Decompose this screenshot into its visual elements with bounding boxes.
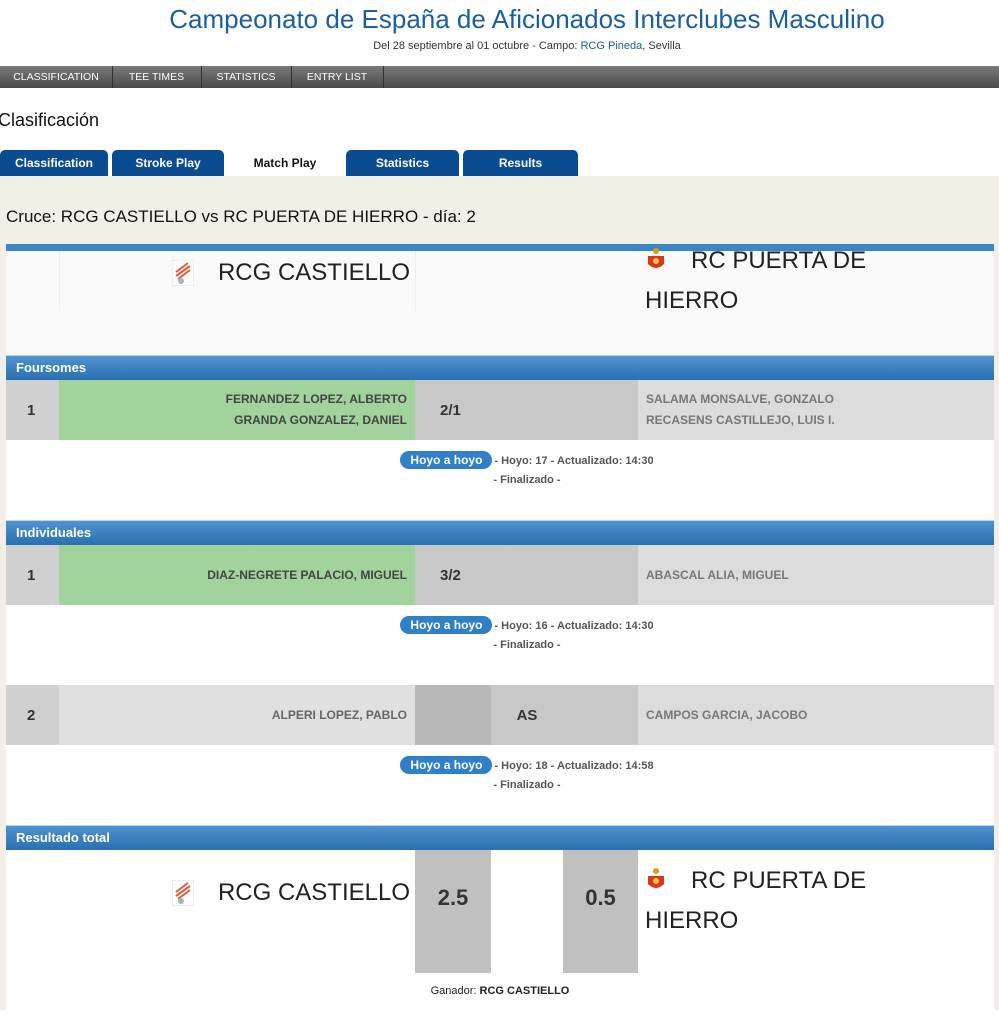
- match-state: - Finalizado -: [493, 639, 561, 651]
- cell: 2/1: [415, 380, 491, 440]
- home-player: FERNANDEZ LOPEZ, ALBERTO: [225, 392, 407, 406]
- section-title: Clasificación: [0, 110, 100, 130]
- total-row: 2.5 0.5 RCG CASTIELLO RC PUERTA DE HIERRO: [6, 850, 994, 973]
- nav-bar: CLASSIFICATION TEE TIMES STATISTICS ENTRY L…: [0, 66, 999, 88]
- cell: [491, 380, 563, 440]
- away-player: CAMPOS GARCIA, JACOBO: [646, 707, 808, 722]
- cell: SALAMA MONSALVE, GONZALO RECASENS CASTILL…: [638, 380, 994, 440]
- city: , Sevilla: [642, 40, 681, 52]
- hole-status: - Hoyo: 16 - Actualizado: 14:30: [494, 620, 654, 632]
- dates: Del 28 septiembre al 01 octubre - Campo:: [373, 40, 581, 52]
- match-number: 1: [27, 401, 36, 419]
- match-result: AS: [516, 706, 538, 724]
- home-logo: [171, 880, 194, 906]
- match-panel: RCG CASTIELLO RC PUERTA DE HIERRO Foursome…: [6, 244, 994, 1013]
- nav-item[interactable]: TEE TIMES: [112, 66, 202, 88]
- cell: [563, 685, 638, 745]
- home-team-name: RCG CASTIELLO: [217, 259, 410, 286]
- cell: DIAZ-NEGRETE PALACIO, MIGUEL: [59, 545, 415, 605]
- away-team-name: RC PUERTA DE HIERRO: [645, 867, 867, 934]
- cell: CAMPOS GARCIA, JACOBO: [638, 685, 994, 745]
- hole-status: - Hoyo: 18 - Actualizado: 14:58: [494, 760, 654, 772]
- cell: 1: [6, 545, 59, 605]
- cell: FERNANDEZ LOPEZ, ALBERTO GRANDA GONZALEZ,…: [59, 380, 415, 440]
- nav-item[interactable]: CLASSIFICATION: [0, 66, 113, 88]
- home-player: GRANDA GONZALEZ, DANIEL: [234, 413, 407, 427]
- info-line: Hoyo a hoyo - Hoyo: 18 - Actualizado: 14:…: [6, 756, 999, 774]
- info-line: Hoyo a hoyo - Hoyo: 16 - Actualizado: 14:…: [6, 616, 999, 634]
- match-state: - Finalizado -: [493, 474, 561, 486]
- hole-by-hole-button[interactable]: Hoyo a hoyo: [400, 616, 493, 634]
- venue-link[interactable]: RCG Pineda: [580, 40, 643, 52]
- section-header: Resultado total: [6, 825, 994, 850]
- cell: AS: [491, 685, 563, 745]
- away-player: SALAMA MONSALVE, GONZALO: [646, 392, 834, 406]
- home-player: DIAZ-NEGRETE PALACIO, MIGUEL: [207, 567, 407, 582]
- match-number: 2: [27, 706, 36, 724]
- cell: 2: [6, 685, 59, 745]
- away-score: 0.5: [563, 850, 638, 973]
- tab[interactable]: Match Play: [229, 150, 341, 176]
- cell: ALPERI LOPEZ, PABLO: [59, 685, 415, 745]
- match-row: 1 FERNANDEZ LOPEZ, ALBERTO GRANDA GONZALEZ…: [6, 380, 994, 440]
- home-score: 2.5: [415, 850, 491, 973]
- team-header: RCG CASTIELLO RC PUERTA DE HIERRO: [6, 247, 994, 355]
- tab[interactable]: Statistics: [346, 150, 459, 176]
- away-team-name: RC PUERTA DE HIERRO: [645, 247, 867, 314]
- cell: [491, 545, 563, 605]
- home-team-name: RCG CASTIELLO: [217, 879, 410, 906]
- section-header: Foursomes: [6, 355, 994, 380]
- home-logo: [171, 260, 194, 286]
- info-line: Hoyo a hoyo - Hoyo: 17 - Actualizado: 14:…: [6, 451, 999, 469]
- top-stripe: [6, 244, 994, 251]
- away-team: RC PUERTA DE HIERRO: [645, 241, 895, 321]
- cell: 1: [6, 380, 59, 440]
- match-result: 2/1: [440, 401, 461, 419]
- hole-by-hole-button[interactable]: Hoyo a hoyo: [400, 451, 493, 469]
- match-title: Cruce: RCG CASTIELLO vs RC PUERTA DE HIE…: [6, 207, 476, 226]
- tab[interactable]: Classification: [0, 150, 108, 176]
- subtitle: Del 28 septiembre al 01 octubre - Campo:…: [0, 40, 999, 52]
- winner-line: Ganador: RCG CASTIELLO: [6, 973, 994, 1013]
- match-info: Hoyo a hoyo - Hoyo: 16 - Actualizado: 14:…: [6, 605, 994, 685]
- cell: [563, 545, 638, 605]
- match-row: 1 DIAZ-NEGRETE PALACIO, MIGUEL 3/2 ABASCAL …: [6, 545, 994, 605]
- match-result: 3/2: [440, 566, 461, 584]
- hole-by-hole-button[interactable]: Hoyo a hoyo: [400, 756, 493, 774]
- hole-status: - Hoyo: 17 - Actualizado: 14:30: [494, 455, 654, 467]
- match-number: 1: [27, 566, 36, 584]
- away-team: RC PUERTA DE HIERRO: [645, 861, 895, 941]
- home-team: RCG CASTIELLO: [171, 259, 410, 287]
- away-player: RECASENS CASTILLEJO, LUIS I.: [646, 413, 835, 427]
- winner-name: RCG CASTIELLO: [479, 985, 570, 997]
- match-row: 2 ALPERI LOPEZ, PABLO AS CAMPOS GARCIA, JAC…: [6, 685, 994, 745]
- nav-item[interactable]: STATISTICS: [201, 66, 292, 88]
- home-team: RCG CASTIELLO: [171, 879, 410, 907]
- away-player: ABASCAL ALIA, MIGUEL: [646, 567, 789, 582]
- cell: 3/2: [415, 545, 491, 605]
- away-logo: [648, 248, 664, 268]
- away-logo: [648, 868, 664, 888]
- tab[interactable]: Stroke Play: [112, 150, 224, 176]
- winner-label: Ganador:: [430, 985, 480, 997]
- match-info: Hoyo a hoyo - Hoyo: 18 - Actualizado: 14:…: [6, 745, 994, 825]
- tab[interactable]: Results: [463, 150, 578, 176]
- section-header: Individuales: [6, 520, 994, 545]
- cell: [415, 685, 491, 745]
- cell: ABASCAL ALIA, MIGUEL: [638, 545, 994, 605]
- page-title: Campeonato de España de Aficionados Inte…: [169, 4, 885, 34]
- divider: [59, 251, 60, 311]
- divider: [415, 251, 416, 311]
- home-player: ALPERI LOPEZ, PABLO: [271, 707, 407, 722]
- match-state: - Finalizado -: [493, 779, 561, 791]
- match-info: Hoyo a hoyo - Hoyo: 17 - Actualizado: 14:…: [6, 440, 994, 520]
- nav-item[interactable]: ENTRY LIST: [291, 66, 384, 88]
- cell: [563, 380, 638, 440]
